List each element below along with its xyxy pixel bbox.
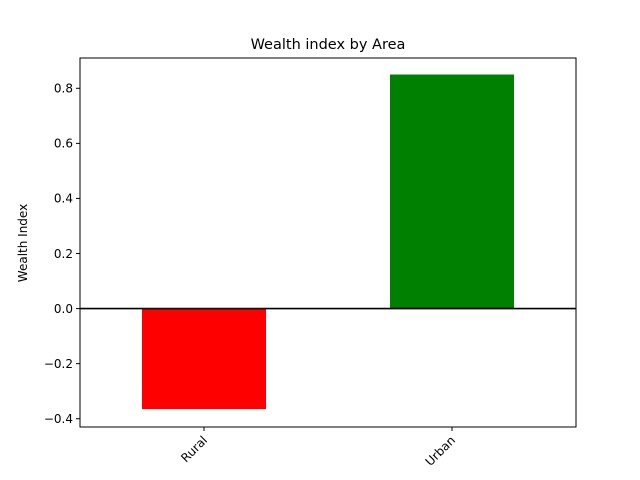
x-tick-label: Rural xyxy=(178,433,210,465)
chart-title: Wealth index by Area xyxy=(251,37,406,53)
x-tick-label: Urban xyxy=(423,433,459,469)
bar-rural xyxy=(142,308,266,410)
bar-urban xyxy=(390,74,514,309)
plot-area: −0.4 −0.2 0.0 0.2 0.4 0.6 0.8 Rural Urban xyxy=(44,57,577,469)
plot-frame xyxy=(79,57,577,428)
y-tick-label: 0.4 xyxy=(54,192,73,206)
y-tick-label: 0.6 xyxy=(54,137,73,151)
y-tick-label: −0.2 xyxy=(44,357,73,371)
y-axis-label: Wealth Index xyxy=(16,204,30,282)
y-tick-label: 0.8 xyxy=(54,82,73,96)
y-tick-label: −0.4 xyxy=(44,412,73,426)
y-tick-label: 0.0 xyxy=(54,302,73,316)
y-tick-label: 0.2 xyxy=(54,247,73,261)
